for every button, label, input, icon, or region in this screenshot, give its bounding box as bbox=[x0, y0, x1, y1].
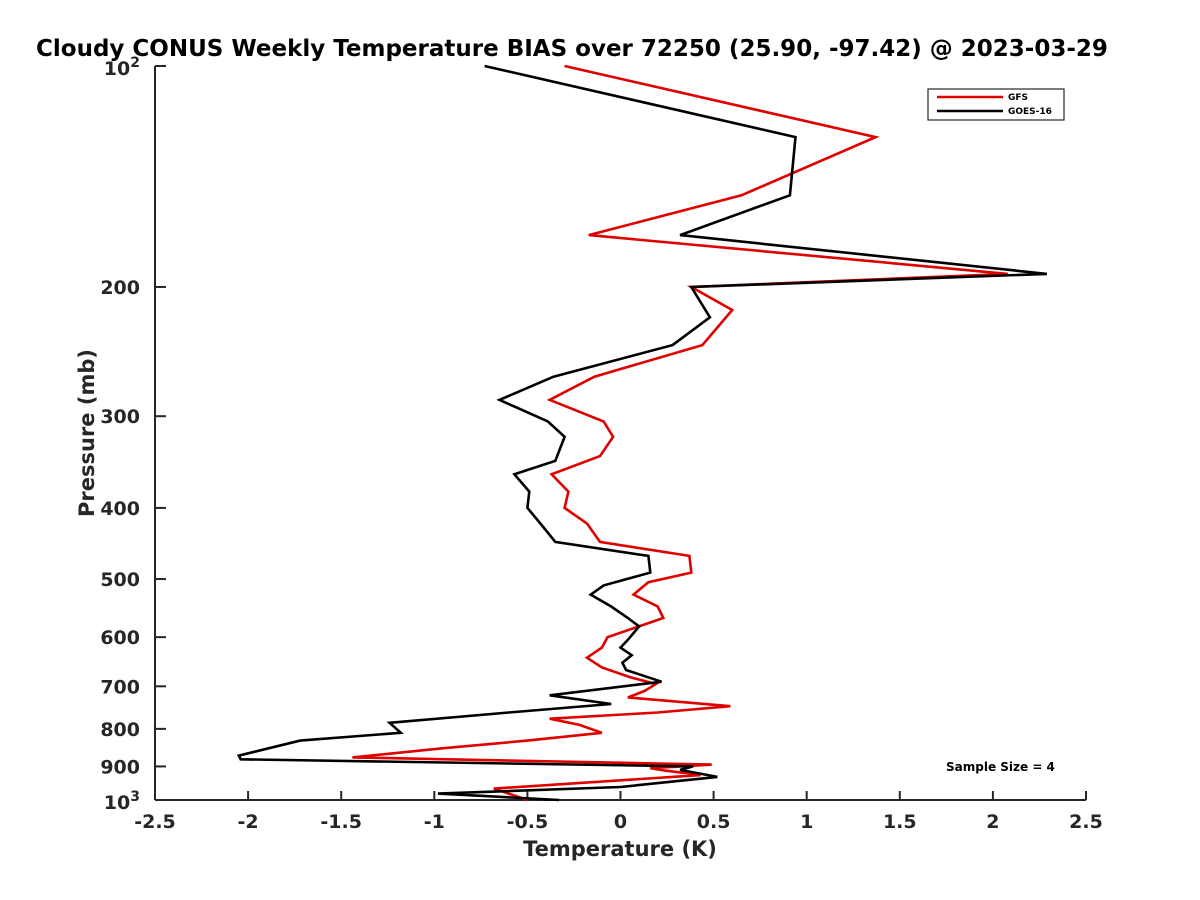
sample-size-annotation: Sample Size = 4 bbox=[946, 760, 1055, 774]
x-tick-label: -1 bbox=[424, 811, 445, 833]
y-tick-label: 200 bbox=[100, 277, 140, 299]
x-tick-label: 2 bbox=[986, 811, 999, 833]
plot-area bbox=[154, 66, 1086, 801]
y-tick-label: 103 bbox=[104, 789, 140, 814]
y-tick-base: 10 bbox=[104, 792, 130, 814]
y-tick-label: 700 bbox=[100, 676, 140, 698]
y-tick-label: 500 bbox=[100, 569, 140, 591]
x-tick-label: -1.5 bbox=[320, 811, 362, 833]
y-tick-label: 102 bbox=[104, 55, 140, 80]
data-series bbox=[236, 64, 1048, 802]
series-line-goes-16 bbox=[236, 64, 1048, 802]
x-tick-label: 1.5 bbox=[883, 811, 917, 833]
y-axis-label: Pressure (mb) bbox=[75, 349, 99, 517]
y-tick-label: 800 bbox=[100, 719, 140, 741]
legend: GFS GOES-16 bbox=[927, 88, 1065, 121]
legend-label: GFS bbox=[1008, 93, 1028, 103]
series-line-gfs bbox=[352, 64, 1008, 802]
x-tick-label: -2.5 bbox=[134, 811, 176, 833]
y-tick-label: 600 bbox=[100, 627, 140, 649]
y-tick-label: 300 bbox=[100, 406, 140, 428]
x-tick-label: 1 bbox=[800, 811, 813, 833]
x-axis-ticks: -2.5 -2 -1.5 -1 -0.5 0 0.5 1 1.5 2 2.5 bbox=[134, 791, 1103, 833]
y-tick-base: 10 bbox=[104, 58, 130, 80]
x-tick-label: 0 bbox=[614, 811, 627, 833]
x-tick-label: 2.5 bbox=[1069, 811, 1103, 833]
y-tick-exponent: 3 bbox=[130, 789, 140, 805]
y-tick-exponent: 2 bbox=[130, 55, 140, 71]
x-axis-label: Temperature (K) bbox=[523, 837, 717, 861]
x-tick-label: -0.5 bbox=[507, 811, 549, 833]
legend-box bbox=[927, 88, 1065, 121]
x-tick-label: -2 bbox=[238, 811, 259, 833]
legend-label: GOES-16 bbox=[1008, 107, 1052, 117]
x-tick-label: 0.5 bbox=[697, 811, 731, 833]
y-tick-label: 900 bbox=[100, 756, 140, 778]
chart-title: Cloudy CONUS Weekly Temperature BIAS ove… bbox=[36, 36, 1108, 62]
y-tick-label: 400 bbox=[100, 498, 140, 520]
